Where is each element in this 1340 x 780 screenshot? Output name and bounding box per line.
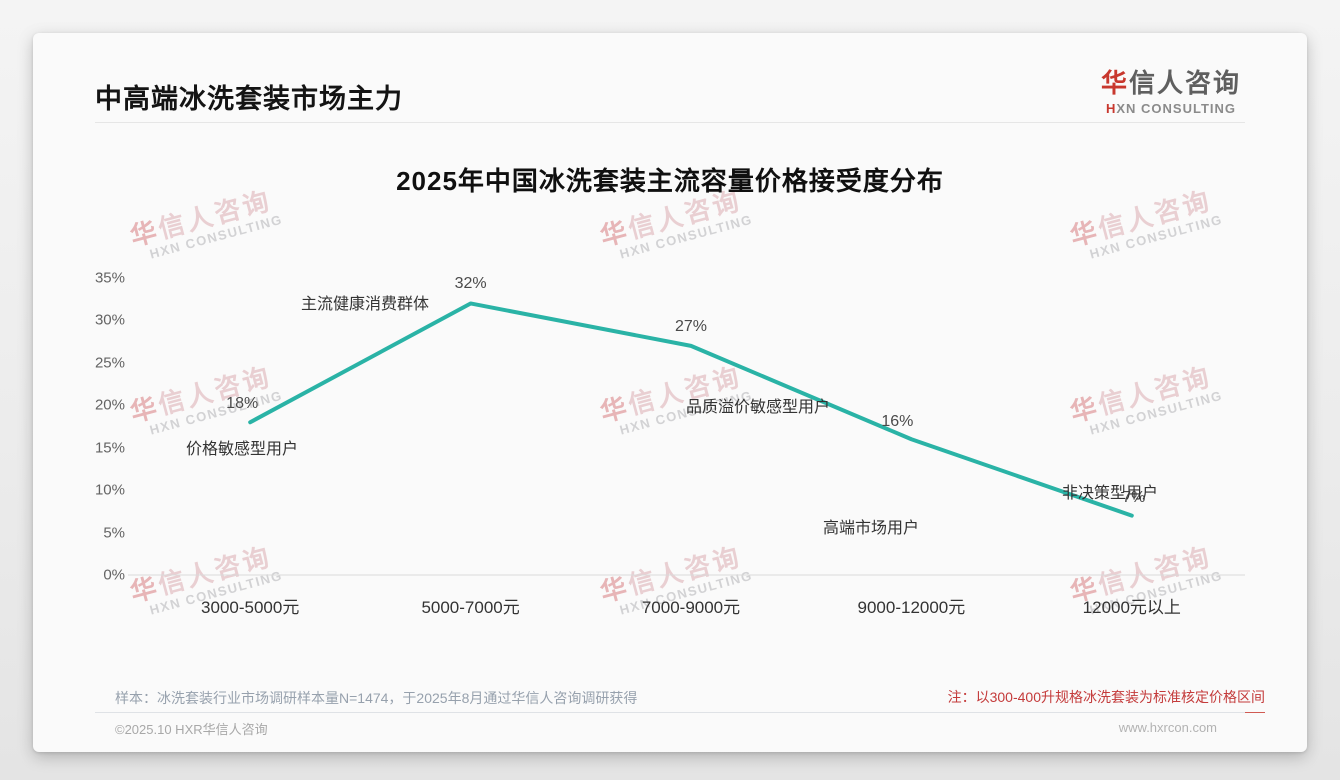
logo-english-text: HXN CONSULTING <box>1105 101 1236 116</box>
line-chart: 35% 30% 25% 20% 15% 10% 5% 0% 3000-5000元 5000-700… <box>33 33 1307 752</box>
company-logo: 华信人咨询 HXN CONSULTING <box>1101 63 1241 116</box>
y-tick-label: 35% <box>94 269 125 287</box>
value-label: 16% <box>881 413 914 431</box>
x-category-label: 3000-5000元 <box>201 598 300 617</box>
value-label: 18% <box>226 395 259 413</box>
sample-note: 样本：冰洗套装行业市场调研样本量N=1474，于2025年8月通过华信人咨询调研… <box>115 690 638 706</box>
page-title: 中高端冰洗套装市场主力 <box>95 84 403 114</box>
y-tick-label: 20% <box>94 396 125 414</box>
annotation-label: 非决策型用户 <box>1061 485 1159 502</box>
annotation-label: 高端市场用户 <box>822 520 920 537</box>
y-tick-label: 15% <box>94 439 125 457</box>
annotation-label: 价格敏感型用户 <box>185 441 299 458</box>
value-label: 7% <box>1122 488 1146 506</box>
chart-canvas <box>128 301 1245 576</box>
x-category-label: 7000-9000元 <box>641 598 741 617</box>
x-category-label: 5000-7000元 <box>421 598 520 617</box>
x-category-label: 12000元以上 <box>1082 598 1181 617</box>
chart-title: 2025年中国冰洗套装主流容量价格接受度分布 <box>396 166 944 196</box>
value-label: 32% <box>454 275 487 293</box>
x-category-label: 9000-12000元 <box>857 598 966 617</box>
annotation-label: 品质溢价敏感型用户 <box>685 399 831 416</box>
price-note: 注：以300-400升规格冰洗套装为标准核定价格区间 <box>947 687 1265 713</box>
copyright-text: ©2025.10 HXR华信人咨询 <box>115 722 268 737</box>
y-tick-label: 10% <box>94 481 125 499</box>
annotation-label: 主流健康消费群体 <box>300 296 430 313</box>
y-tick-label: 25% <box>94 354 125 372</box>
y-tick-label: 30% <box>94 311 125 329</box>
value-label: 27% <box>674 317 708 335</box>
header-divider <box>95 122 1245 123</box>
website-text: www.hxrcon.com <box>1118 720 1217 735</box>
y-tick-label: 0% <box>103 566 125 584</box>
footer-divider <box>95 712 1245 713</box>
logo-chinese-text: 华信人咨询 <box>1100 68 1241 98</box>
slide-card: 华信人咨询 HXN CONSULTING 华信人咨询 HXN CONSULTING 华信… <box>33 33 1307 752</box>
y-tick-label: 5% <box>103 524 125 542</box>
